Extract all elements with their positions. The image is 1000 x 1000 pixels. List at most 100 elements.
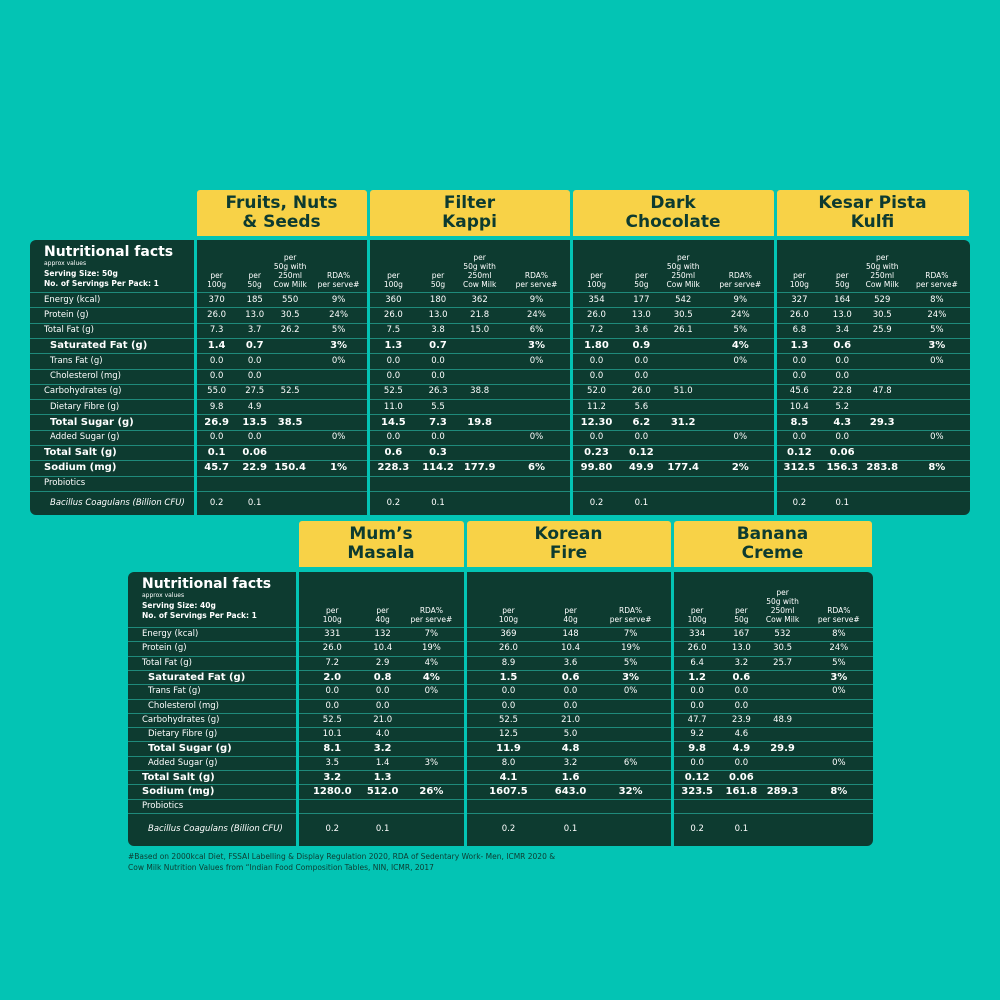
value-cell: 5.5 (431, 401, 445, 412)
value-cell: 0.23 (584, 447, 609, 459)
value-cell: 8.1 (323, 743, 342, 755)
column-divider (569, 240, 573, 515)
row-label: Saturated Fat (g) (148, 671, 246, 683)
column-header-line: 50g (247, 280, 262, 289)
value-cell: 26.0 (207, 309, 227, 320)
value-cell: 0.0 (501, 686, 516, 697)
value-cell: 0.0 (690, 700, 704, 711)
value-cell: 0.2 (589, 497, 604, 508)
value-cell: 0.2 (792, 497, 807, 508)
column-header-line: 50g (430, 280, 446, 289)
value-cell: 1607.5 (489, 785, 528, 797)
column-header-line: per (876, 253, 889, 262)
value-cell: 26% (419, 785, 444, 797)
row-label: Total Salt (g) (142, 771, 215, 783)
row-label: Trans Fat (g) (148, 686, 201, 697)
row-divider (30, 307, 970, 309)
value-cell: 14.5 (381, 416, 406, 428)
value-cell: 0% (331, 432, 346, 443)
value-cell: 1.3 (373, 771, 392, 783)
flavor-tab: Korean Fire (466, 521, 671, 567)
value-cell: 4.0 (375, 729, 390, 740)
row-label: Added Sugar (g) (148, 757, 218, 768)
value-cell: 0.0 (247, 371, 262, 382)
value-cell: 532 (774, 629, 791, 640)
value-cell: 26.3 (428, 386, 448, 397)
value-cell: 4% (731, 340, 749, 352)
flavor-name: Fire (549, 543, 588, 563)
value-cell: 0.6 (732, 671, 751, 683)
value-cell: 4.1 (499, 771, 518, 783)
column-header-line: per serve# (719, 280, 762, 289)
value-cell: 0.0 (431, 371, 445, 382)
value-cell: 2% (731, 462, 749, 474)
value-cell: 327 (791, 294, 808, 305)
column-header: per 100g (571, 242, 622, 289)
flavor-name: Korean (534, 524, 603, 544)
flavor-name: & Seeds (242, 212, 321, 232)
value-cell: 0.12 (684, 771, 710, 783)
value-cell: 4.6 (734, 729, 749, 740)
value-cell: 13.0 (832, 309, 852, 320)
label-header: Nutritional facts approx values Serving Si… (44, 245, 193, 289)
value-cell: 29.9 (770, 743, 795, 755)
column-header-line: 250ml (671, 271, 696, 280)
row-divider (128, 741, 873, 743)
value-cell: 0.0 (734, 700, 749, 711)
value-cell: 331 (324, 629, 341, 640)
serving-size: Serving Size: 50g (44, 269, 118, 278)
value-cell: 5% (832, 657, 846, 668)
row-label: Bacillus Coagulans (Billion CFU) (148, 824, 283, 835)
column-header-line: RDA% (925, 271, 949, 280)
column-header-line: Cow Milk (462, 280, 497, 289)
column-header: RDA% per serve# (502, 242, 571, 289)
column-header-line: per serve# (317, 280, 360, 289)
value-cell: 0.0 (563, 686, 578, 697)
value-cell: 5% (331, 325, 346, 336)
row-divider (128, 698, 873, 700)
value-cell: 9.8 (209, 401, 224, 412)
column-header-line: per (326, 606, 339, 615)
value-cell: 0.0 (247, 355, 262, 366)
value-cell: 7.2 (589, 325, 604, 336)
column-header-line: per serve# (915, 280, 958, 289)
value-cell: 9.8 (688, 743, 706, 755)
value-cell: 0.1 (734, 824, 749, 835)
value-cell: 52.5 (322, 714, 342, 725)
value-cell: 369 (500, 629, 517, 640)
row-label: Trans Fat (g) (50, 355, 103, 366)
value-cell: 1% (330, 462, 348, 474)
flavor-name: Fruits, Nuts (225, 193, 338, 213)
row-divider (30, 490, 970, 492)
value-cell: 0% (529, 355, 544, 366)
column-header-line: per (376, 606, 389, 615)
value-cell: 3% (330, 340, 348, 352)
value-cell: 0.1 (207, 447, 226, 459)
row-label: Dietary Fibre (g) (148, 729, 218, 740)
value-cell: 550 (282, 294, 299, 305)
value-cell: 7% (623, 629, 638, 640)
value-cell: 23.9 (731, 714, 751, 725)
column-header-line: 50g (835, 280, 850, 289)
column-header-line: Cow Milk (273, 280, 307, 289)
value-cell: 1.4 (375, 757, 390, 768)
column-header-line: per (387, 271, 400, 280)
value-cell: 8% (930, 294, 944, 305)
column-header: per 40g (368, 574, 398, 624)
value-cell: 0.1 (375, 824, 390, 835)
row-divider (128, 770, 873, 771)
row-divider (128, 798, 873, 800)
column-header: per 50g with 250ml Cow Milk (661, 242, 706, 289)
value-cell: 4.3 (833, 416, 852, 428)
column-divider (295, 572, 299, 846)
footnote-line: Cow Milk Nutrition Values from “Indian F… (128, 863, 434, 872)
column-header-line: 40g (563, 615, 578, 624)
column-header: per 100g (465, 574, 552, 624)
column-header: RDA% per serve# (589, 574, 672, 624)
row-label: Sodium (mg) (44, 462, 117, 474)
value-cell: 0.0 (835, 432, 850, 443)
column-header-line: RDA% (827, 606, 851, 615)
flavor-tab: Filter Kappi (369, 190, 570, 236)
value-cell: 29.3 (869, 416, 895, 428)
value-cell: 180 (429, 294, 447, 305)
